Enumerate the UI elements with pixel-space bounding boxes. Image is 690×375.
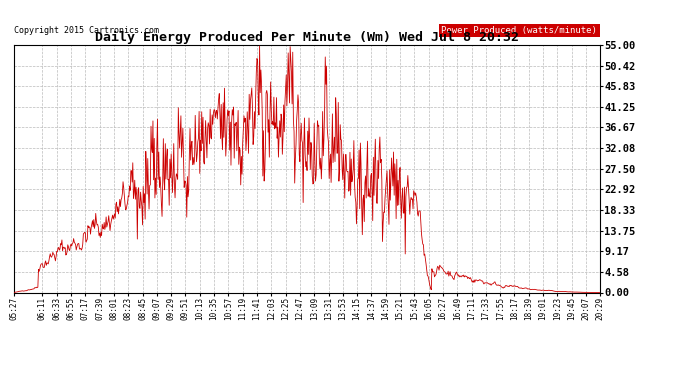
Title: Daily Energy Produced Per Minute (Wm) Wed Jul 8 20:32: Daily Energy Produced Per Minute (Wm) We… bbox=[95, 31, 519, 44]
Text: Power Produced (watts/minute): Power Produced (watts/minute) bbox=[442, 26, 598, 35]
Text: Copyright 2015 Cartronics.com: Copyright 2015 Cartronics.com bbox=[14, 26, 159, 35]
